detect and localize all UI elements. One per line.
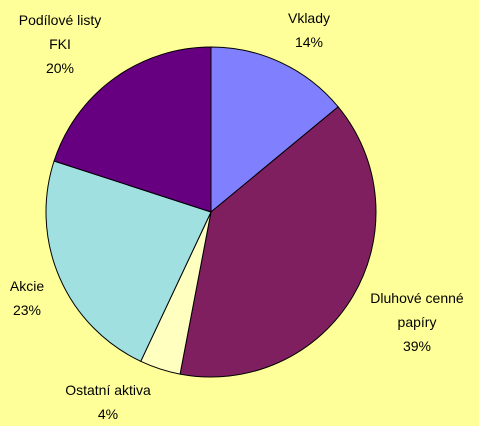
value-label: 14% <box>259 30 359 54</box>
value-label: 23% <box>0 298 57 322</box>
category-label: Ostatní aktiva <box>43 378 173 402</box>
value-label: 39% <box>355 334 479 358</box>
category-label: Vklady <box>259 6 359 30</box>
category-label: Podílové listy FKI <box>8 8 113 56</box>
value-label: 4% <box>43 402 173 426</box>
category-label: Dluhové cenné papíry <box>355 286 479 334</box>
category-label: Akcie <box>0 274 57 298</box>
value-label: 20% <box>8 56 113 80</box>
